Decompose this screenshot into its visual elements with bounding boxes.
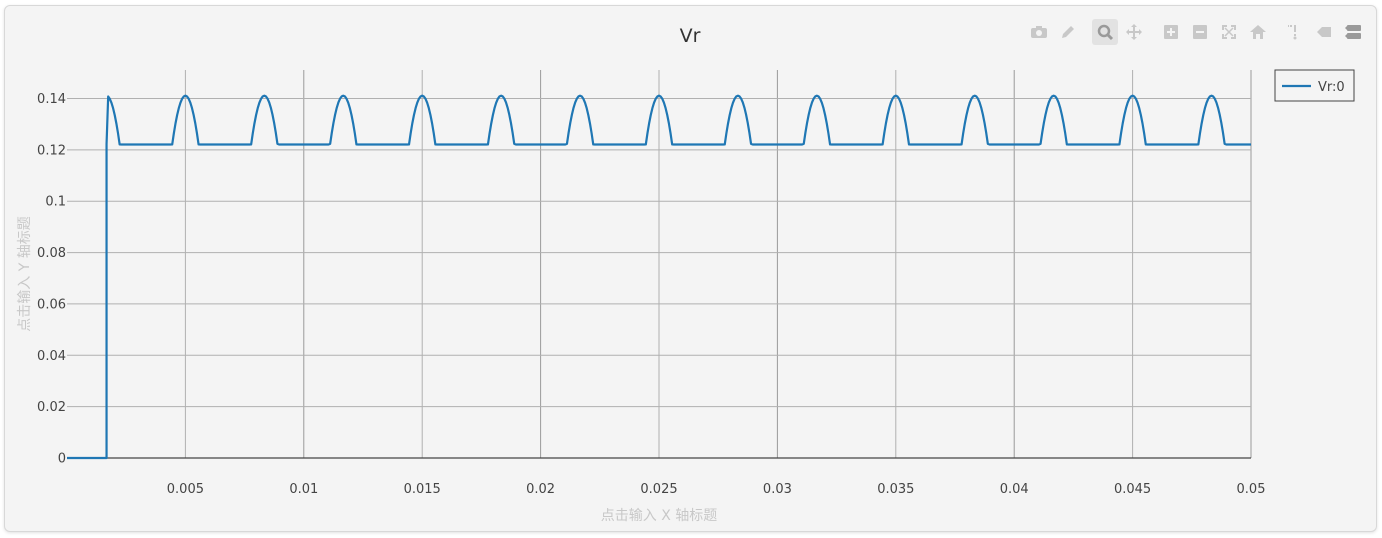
y-axis-title[interactable]: 点击输入 Y 轴标题 — [17, 216, 33, 331]
pan-button[interactable] — [1121, 19, 1147, 45]
autoscale-icon — [1222, 25, 1236, 39]
zoom-out-button[interactable] — [1187, 19, 1213, 45]
y-tick-label: 0.02 — [37, 400, 66, 415]
x-tick-label: 0.015 — [404, 482, 441, 497]
x-axis-title[interactable]: 点击输入 X 轴标题 — [601, 508, 718, 524]
hover-compare-button[interactable] — [1340, 19, 1366, 45]
x-tick-label: 0.025 — [640, 482, 677, 497]
x-tick-label: 0.005 — [167, 482, 204, 497]
zoom-out-icon — [1193, 25, 1207, 39]
series-layer[interactable] — [67, 94, 1251, 460]
y-tick-label: 0.08 — [37, 246, 66, 261]
legend[interactable]: Vr:0 — [1274, 69, 1355, 102]
grid — [67, 70, 1252, 458]
zoom-in-icon — [1164, 25, 1178, 39]
chart-card — [4, 5, 1377, 532]
pencil-icon — [1062, 26, 1074, 38]
x-tick-label: 0.05 — [1237, 482, 1266, 497]
spike-lines-button[interactable] — [1282, 19, 1308, 45]
legend-label[interactable]: Vr:0 — [1318, 80, 1345, 95]
spike-lines-icon — [1288, 25, 1297, 40]
autoscale-button[interactable] — [1216, 19, 1242, 45]
zoom-button[interactable] — [1092, 19, 1118, 45]
y-tick-label: 0.06 — [37, 297, 66, 312]
pencil-button[interactable] — [1055, 19, 1081, 45]
zoom-in-button[interactable] — [1158, 19, 1184, 45]
x-tick-label: 0.01 — [289, 482, 318, 497]
x-tick-label: 0.035 — [877, 482, 914, 497]
camera-button[interactable] — [1026, 19, 1052, 45]
x-tick-label: 0.04 — [1000, 482, 1029, 497]
camera-icon — [1031, 26, 1047, 38]
zoom-icon — [1097, 24, 1114, 41]
hover-closest-icon — [1317, 27, 1331, 37]
y-tick-label: 0.1 — [45, 195, 66, 210]
hover-compare-icon — [1345, 25, 1361, 39]
x-tick-label: 0.045 — [1114, 482, 1151, 497]
pan-icon — [1126, 24, 1142, 40]
y-tick-label: 0.14 — [37, 92, 66, 107]
home-icon — [1250, 25, 1266, 39]
chart-title: Vr — [680, 25, 701, 47]
hover-closest-button[interactable] — [1311, 19, 1337, 45]
axes: 0.005 0.01 0.015 0.02 0.025 0.03 0.035 0.04 0.04… — [37, 92, 1265, 497]
y-tick-label: 0 — [58, 452, 66, 467]
y-tick-label: 0.04 — [37, 349, 66, 364]
series-line[interactable] — [67, 94, 1251, 460]
home-button[interactable] — [1245, 19, 1271, 45]
x-tick-label: 0.03 — [763, 482, 792, 497]
y-tick-label: 0.12 — [37, 143, 66, 158]
x-tick-label: 0.02 — [526, 482, 555, 497]
